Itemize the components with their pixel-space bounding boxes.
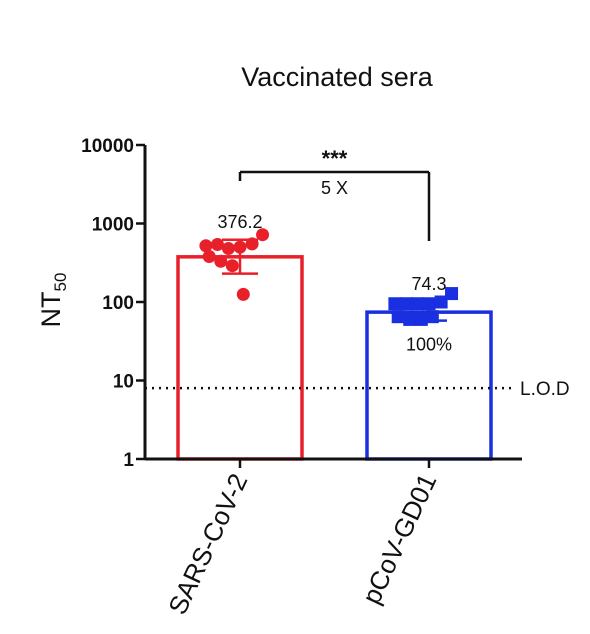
data-point-pCoV-GD01 [434,295,448,309]
data-point-pCoV-GD01 [414,312,428,326]
y-tick-label: 1000 [92,215,134,236]
data-point-SARS-CoV-2 [233,240,247,254]
value-label-pCoV-GD01: 74.3 [411,274,446,294]
value-label-SARS-CoV-2: 376.2 [217,212,262,232]
data-point-pCoV-GD01 [388,297,402,311]
data-point-pCoV-GD01 [391,310,405,324]
data-point-pCoV-GD01 [410,297,424,311]
significance-stars: *** [322,146,348,171]
data-point-pCoV-GD01 [403,312,417,326]
chart-title: Vaccinated sera [241,62,434,92]
y-axis-label: NT50 [36,273,70,328]
data-point-SARS-CoV-2 [225,259,239,273]
data-point-SARS-CoV-2 [214,254,228,268]
y-tick-label: 100 [102,293,134,314]
annotations-layer: 376.2 74.3 100% *** 5 X [217,146,452,355]
axes-layer: L.O.D 1 10 100 1000 10000 SARS-CoV-2 pCoV-GD01 [81,136,569,619]
data-point-SARS-CoV-2 [245,237,259,251]
bar-SARS-CoV-2 [176,255,304,461]
lod-label: L.O.D [520,379,570,400]
y-tick-label: 1 [123,450,134,471]
y-tick-label: 10 [113,372,134,393]
fold-change-label: 5 X [321,178,348,198]
y-axis-label-sub: 50 [51,273,70,292]
data-point-pCoV-GD01 [422,297,436,311]
percent-label-pCoV-GD01: 100% [406,335,452,355]
x-tick-label: pCoV-GD01 [356,469,442,609]
data-point-pCoV-GD01 [425,310,439,324]
x-tick-label: SARS-CoV-2 [162,469,253,619]
data-point-SARS-CoV-2 [202,249,216,263]
y-axis-label-main: NT [36,291,66,327]
y-tick-label: 10000 [81,136,134,157]
data-point-SARS-CoV-2 [236,287,250,301]
data-point-pCoV-GD01 [399,297,413,311]
data-point-SARS-CoV-2 [221,242,235,256]
data-point-SARS-CoV-2 [256,228,270,242]
points-layer [199,228,459,326]
data-point-SARS-CoV-2 [199,239,213,253]
data-point-SARS-CoV-2 [210,238,224,252]
data-point-pCoV-GD01 [445,287,459,301]
